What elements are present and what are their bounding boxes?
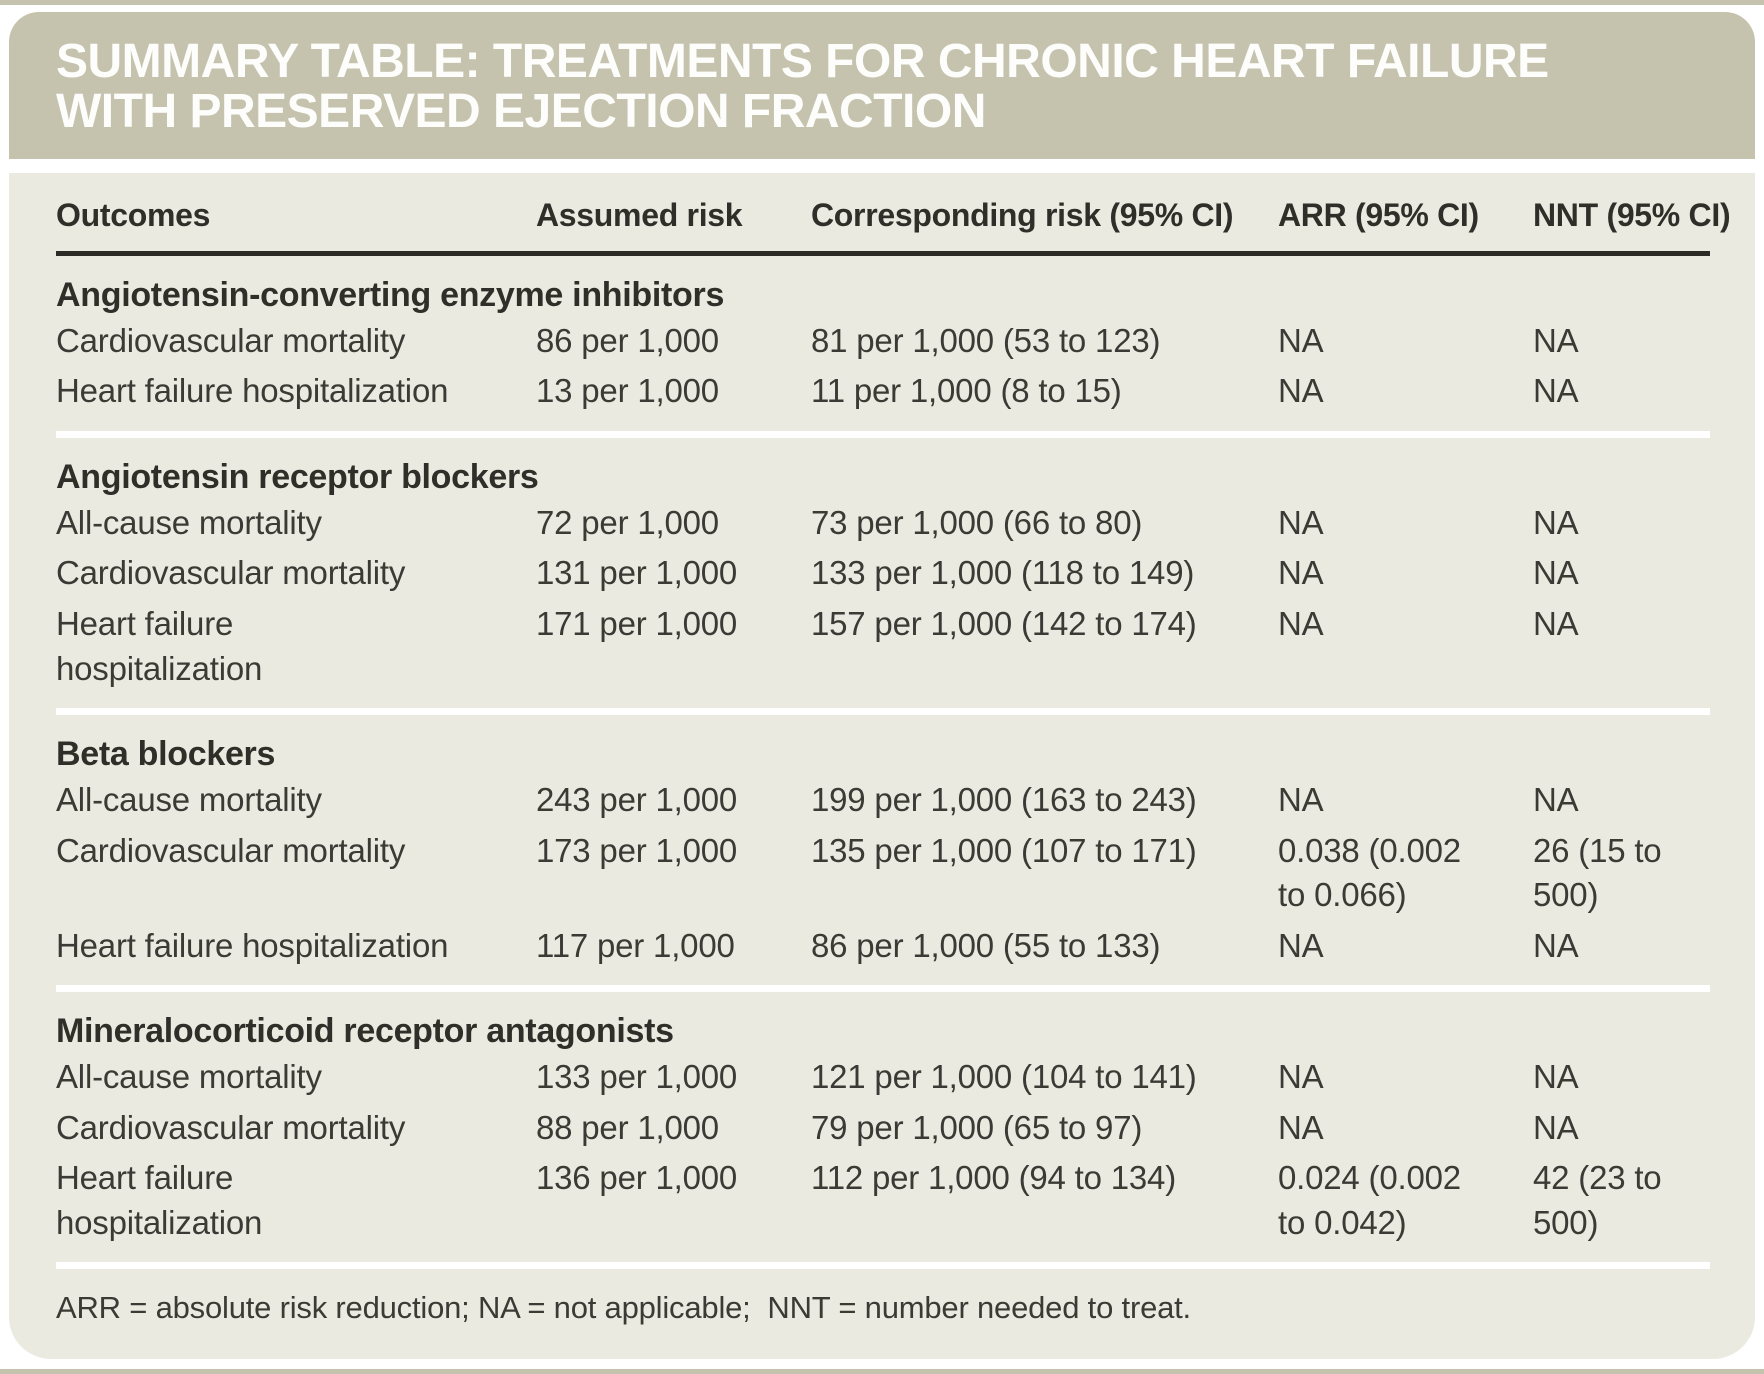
table-row: Cardiovascular mortality 88 per 1,000 79… [56,1103,1710,1154]
column-header-outcomes: Outcomes [56,196,211,233]
table-title-band: SUMMARY TABLE: TREATMENTS FOR CHRONIC HE… [9,12,1755,159]
section-heading-ace-inhibitors: Angiotensin-converting enzyme inhibitors [56,275,725,314]
table-row: Cardiovascular mortality 173 per 1,000 1… [56,826,1710,921]
cell-nnt: NA [1533,1108,1579,1146]
cell-corresponding-risk: 199 per 1,000 (163 to 243) [811,781,1197,819]
table-row: Heart failure hospitalization 117 per 1,… [56,921,1710,972]
table-row: All-cause mortality 133 per 1,000 121 pe… [56,1052,1710,1103]
summary-table-card: SUMMARY TABLE: TREATMENTS FOR CHRONIC HE… [9,12,1755,1360]
cell-outcome: Cardiovascular mortality [56,321,406,359]
cell-arr: NA [1278,1058,1324,1096]
cell-assumed-risk: 86 per 1,000 [536,321,719,359]
section-heading-arb: Angiotensin receptor blockers [56,457,539,496]
cell-outcome: Heart failure hospitalization [56,372,449,410]
cell-corresponding-risk: 112 per 1,000 (94 to 134) [811,1159,1176,1197]
cell-corresponding-risk: 81 per 1,000 (53 to 123) [811,321,1161,359]
section-separator [56,430,1710,438]
table-row: Heart failure hospitalization 136 per 1,… [56,1153,1710,1248]
cell-arr: 0.024 (0.002 to 0.042) [1278,1159,1461,1241]
cell-outcome: Heart failure hospitalization [56,926,449,964]
cell-nnt: NA [1533,1058,1579,1096]
table-title: SUMMARY TABLE: TREATMENTS FOR CHRONIC HE… [56,35,1715,139]
table-row: All-cause mortality 72 per 1,000 73 per … [56,498,1710,549]
cell-outcome: Heart failure hospitalization [56,1159,263,1241]
cell-outcome: Cardiovascular mortality [56,554,406,592]
section-separator [56,985,1710,993]
cell-corresponding-risk: 79 per 1,000 (65 to 97) [811,1108,1143,1146]
cell-arr: NA [1278,1108,1324,1146]
cell-corresponding-risk: 157 per 1,000 (142 to 174) [811,604,1197,642]
table-row: Heart failure hospitalization 13 per 1,0… [56,366,1710,417]
column-header-corresponding-risk: Corresponding risk (95% CI) [811,196,1234,233]
cell-arr: NA [1278,926,1324,964]
cell-outcome: All-cause mortality [56,1058,322,1096]
cell-arr: NA [1278,604,1324,642]
cell-nnt: NA [1533,503,1579,541]
section-heading-beta-blockers: Beta blockers [56,735,276,774]
column-header-assumed-risk: Assumed risk [536,196,743,233]
table-title-line2: WITH PRESERVED EJECTION FRACTION [56,85,986,139]
cell-corresponding-risk: 86 per 1,000 (55 to 133) [811,926,1161,964]
cell-assumed-risk: 133 per 1,000 [536,1058,738,1096]
cell-arr: NA [1278,503,1324,541]
cell-outcome: All-cause mortality [56,781,322,819]
cell-corresponding-risk: 133 per 1,000 (118 to 149) [811,554,1195,592]
bottom-edge-strip [0,1369,1764,1374]
header-rule [56,250,1710,256]
cell-assumed-risk: 88 per 1,000 [536,1108,719,1146]
cell-assumed-risk: 136 per 1,000 [536,1159,738,1197]
cell-outcome: Cardiovascular mortality [56,831,406,869]
table-row: Cardiovascular mortality 131 per 1,000 1… [56,548,1710,599]
cell-outcome: All-cause mortality [56,503,322,541]
table-row: Heart failure hospitalization 171 per 1,… [56,599,1710,694]
table-row: All-cause mortality 243 per 1,000 199 pe… [56,775,1710,826]
cell-arr: NA [1278,372,1324,410]
cell-corresponding-risk: 121 per 1,000 (104 to 141) [811,1058,1197,1096]
column-header-row: Outcomes Assumed risk Corresponding risk… [56,195,1731,235]
cell-nnt: NA [1533,781,1579,819]
cell-arr: NA [1278,554,1324,592]
table-title-line1: SUMMARY TABLE: TREATMENTS FOR CHRONIC HE… [56,35,1549,88]
cell-nnt: NA [1533,372,1579,410]
cell-nnt: 26 (15 to 500) [1533,831,1662,914]
cell-assumed-risk: 243 per 1,000 [536,781,738,819]
cell-nnt: NA [1533,926,1579,964]
top-edge-strip [0,0,1764,5]
cell-corresponding-risk: 135 per 1,000 (107 to 171) [811,831,1197,869]
cell-assumed-risk: 173 per 1,000 [536,831,738,869]
cell-assumed-risk: 117 per 1,000 [536,926,735,964]
cell-nnt: 42 (23 to 500) [1533,1159,1662,1241]
table-body: Outcomes Assumed risk Corresponding risk… [9,172,1755,1360]
table-row: Cardiovascular mortality 86 per 1,000 81… [56,316,1710,367]
cell-arr: NA [1278,321,1324,359]
cell-assumed-risk: 131 per 1,000 [536,554,738,592]
cell-corresponding-risk: 73 per 1,000 (66 to 80) [811,503,1143,541]
cell-assumed-risk: 171 per 1,000 [536,604,738,642]
cell-arr: NA [1278,781,1324,819]
cell-nnt: NA [1533,321,1579,359]
column-header-nnt: NNT (95% CI) [1533,196,1731,233]
cell-nnt: NA [1533,604,1579,642]
cell-arr: 0.038 (0.002 to 0.066) [1278,831,1461,914]
section-separator [56,708,1710,716]
cell-outcome: Heart failure hospitalization [56,604,263,687]
cell-assumed-risk: 72 per 1,000 [536,503,719,541]
cell-nnt: NA [1533,554,1579,592]
section-heading-mra: Mineralocorticoid receptor antagonists [56,1012,674,1051]
cell-outcome: Cardiovascular mortality [56,1108,406,1146]
footnote: ARR = absolute risk reduction; NA = not … [56,1290,1191,1326]
cell-corresponding-risk: 11 per 1,000 (8 to 15) [811,372,1122,410]
section-separator [56,1262,1710,1270]
column-header-arr: ARR (95% CI) [1278,196,1479,233]
cell-assumed-risk: 13 per 1,000 [536,372,719,410]
